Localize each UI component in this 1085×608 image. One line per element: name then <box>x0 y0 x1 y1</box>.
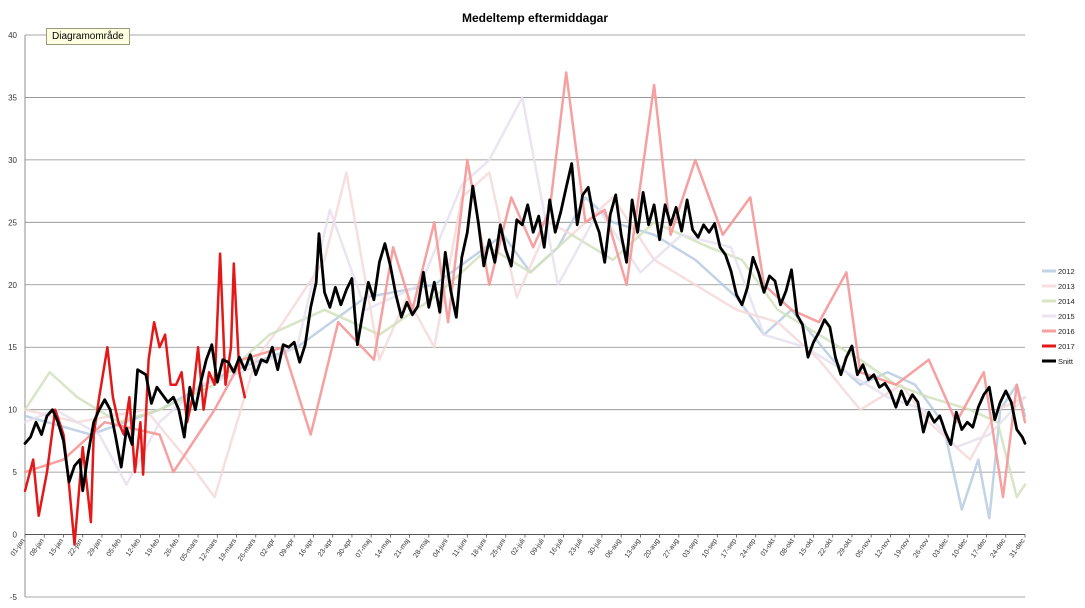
legend-label: 2015 <box>1058 312 1075 321</box>
legend-label: 2013 <box>1058 282 1075 291</box>
y-tick-label: 15 <box>8 343 17 352</box>
y-axis: -5 0 5 10 15 20 25 30 35 40 <box>8 31 26 602</box>
y-tick-label: 5 <box>13 468 18 477</box>
legend-label: 2016 <box>1058 327 1075 336</box>
legend-label: 2014 <box>1058 297 1075 306</box>
y-tick-label: 10 <box>8 406 17 415</box>
y-tick-label: 0 <box>13 531 18 540</box>
series-line-2014[interactable] <box>23 221 1027 499</box>
y-tick-label: -5 <box>10 593 18 602</box>
series-line-2012[interactable] <box>23 196 1027 520</box>
legend-label: 2012 <box>1058 267 1075 276</box>
series-line-2013[interactable] <box>23 171 1027 499</box>
legend-label: Snitt <box>1058 357 1074 366</box>
y-tick-label: 40 <box>8 31 17 40</box>
chart-area-tooltip: Diagramområde <box>46 28 130 45</box>
y-tick-label: 25 <box>8 218 17 227</box>
y-tick-label: 30 <box>8 156 17 165</box>
legend: 2012 2013 2014 2015 2016 2017 Snitt <box>1042 267 1075 366</box>
gridlines <box>25 34 1025 598</box>
plot-area[interactable] <box>23 71 1027 546</box>
chart-title: Medeltemp eftermiddagar <box>462 11 608 25</box>
series-line-2017[interactable] <box>23 252 247 546</box>
legend-label: 2017 <box>1058 342 1075 351</box>
y-tick-label: 35 <box>8 93 17 102</box>
y-tick-label: 20 <box>8 281 17 290</box>
series-line-snitt[interactable] <box>23 162 1027 493</box>
series-line-2015[interactable] <box>23 96 1027 486</box>
